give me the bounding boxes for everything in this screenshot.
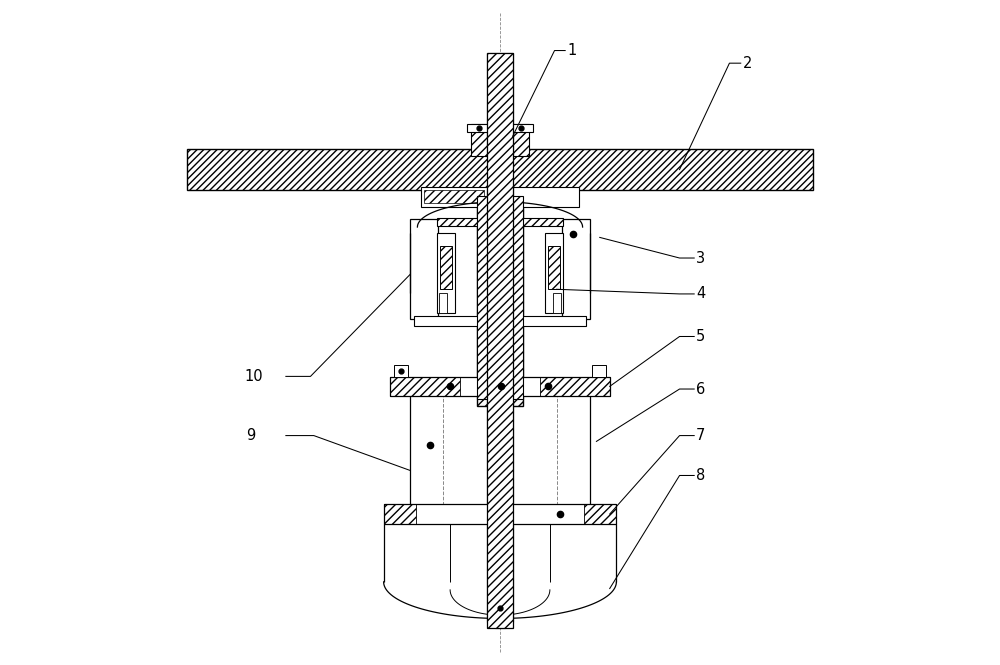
Bar	[424, 190, 484, 203]
Bar	[471, 124, 487, 156]
Bar	[477, 186, 523, 406]
Bar	[384, 504, 416, 524]
Bar	[487, 53, 513, 628]
Bar	[487, 53, 513, 622]
Bar	[440, 246, 452, 289]
Bar	[394, 365, 408, 377]
Bar	[487, 53, 513, 628]
Bar	[513, 124, 529, 156]
Bar	[410, 219, 438, 319]
Bar	[487, 186, 513, 406]
Text: 3: 3	[696, 251, 705, 265]
Bar	[495, 598, 505, 628]
Text: 6: 6	[696, 382, 705, 396]
Bar	[540, 377, 610, 396]
Text: 7: 7	[696, 428, 706, 443]
Text: 4: 4	[696, 287, 705, 301]
Bar	[384, 504, 616, 524]
Text: 9: 9	[246, 428, 255, 443]
Bar	[421, 187, 487, 207]
Bar	[592, 365, 606, 377]
Bar	[477, 196, 494, 399]
Bar	[506, 196, 523, 399]
Bar	[545, 233, 563, 313]
Bar	[548, 246, 560, 289]
Text: 2: 2	[743, 56, 752, 70]
Bar	[439, 293, 447, 313]
Bar	[553, 293, 561, 313]
Bar	[467, 124, 491, 132]
Bar	[414, 316, 586, 326]
Bar	[390, 377, 610, 396]
Bar	[584, 504, 616, 524]
Bar	[513, 187, 579, 207]
Bar	[562, 219, 590, 319]
Bar	[487, 53, 513, 622]
Text: 1: 1	[567, 43, 576, 58]
Bar	[187, 149, 813, 190]
Bar	[437, 233, 455, 313]
Text: 8: 8	[696, 468, 705, 483]
Bar	[487, 186, 513, 406]
Text: 10: 10	[244, 369, 263, 384]
Text: 5: 5	[696, 329, 705, 344]
Bar	[509, 124, 533, 132]
Bar	[390, 377, 460, 396]
Bar	[437, 218, 563, 226]
